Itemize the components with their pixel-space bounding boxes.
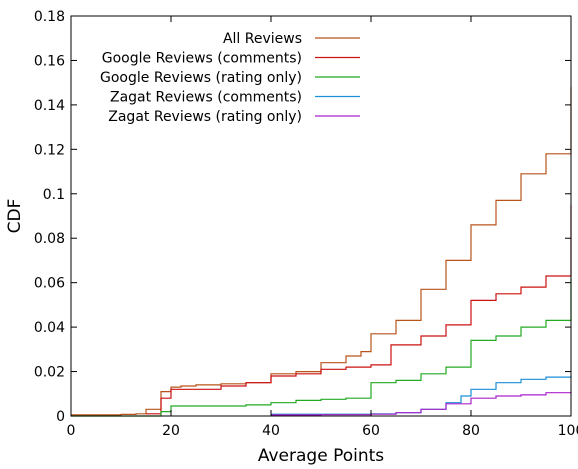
x-tick-label: 60 xyxy=(362,423,380,439)
legend: All Reviews Google Reviews (comments) Goog… xyxy=(100,31,360,125)
legend-label-1: Google Reviews (comments) xyxy=(102,51,302,67)
x-tick-label: 20 xyxy=(162,423,180,439)
legend-label-2: Google Reviews (rating only) xyxy=(100,70,302,86)
y-tick-label: 0.04 xyxy=(34,320,65,336)
series-layer xyxy=(71,87,572,417)
x-tick-label: 0 xyxy=(67,423,76,439)
x-tick-label: 80 xyxy=(462,423,480,439)
series-line-4 xyxy=(271,391,572,416)
legend-label-0: All Reviews xyxy=(223,31,302,47)
y-tick-label: 0.08 xyxy=(34,231,65,247)
plot-frame xyxy=(70,15,572,417)
legend-label-3: Zagat Reviews (comments) xyxy=(110,90,302,106)
series-line-2 xyxy=(71,278,572,417)
y-tick-label: 0.02 xyxy=(34,365,65,381)
series-line-1 xyxy=(146,204,572,415)
y-tick-label: 0.1 xyxy=(43,187,65,203)
x-axis-title: Average Points xyxy=(258,446,384,466)
ticks-layer: 0 20 40 60 80 100 0 0.02 0.04 0.06 0.08 0.1 0.12 0.14… xyxy=(34,9,578,439)
x-tick-label: 100 xyxy=(558,423,578,439)
y-tick-label: 0.18 xyxy=(34,9,65,25)
legend-label-4: Zagat Reviews (rating only) xyxy=(108,109,302,125)
y-tick-label: 0.06 xyxy=(34,276,65,292)
y-axis-title: CDF xyxy=(5,199,25,234)
y-tick-label: 0 xyxy=(56,409,65,425)
y-tick-label: 0.12 xyxy=(34,142,65,158)
x-tick-label: 40 xyxy=(262,423,280,439)
series-line-0 xyxy=(71,87,572,416)
y-tick-label: 0.16 xyxy=(34,53,65,69)
y-tick-label: 0.14 xyxy=(34,98,65,114)
